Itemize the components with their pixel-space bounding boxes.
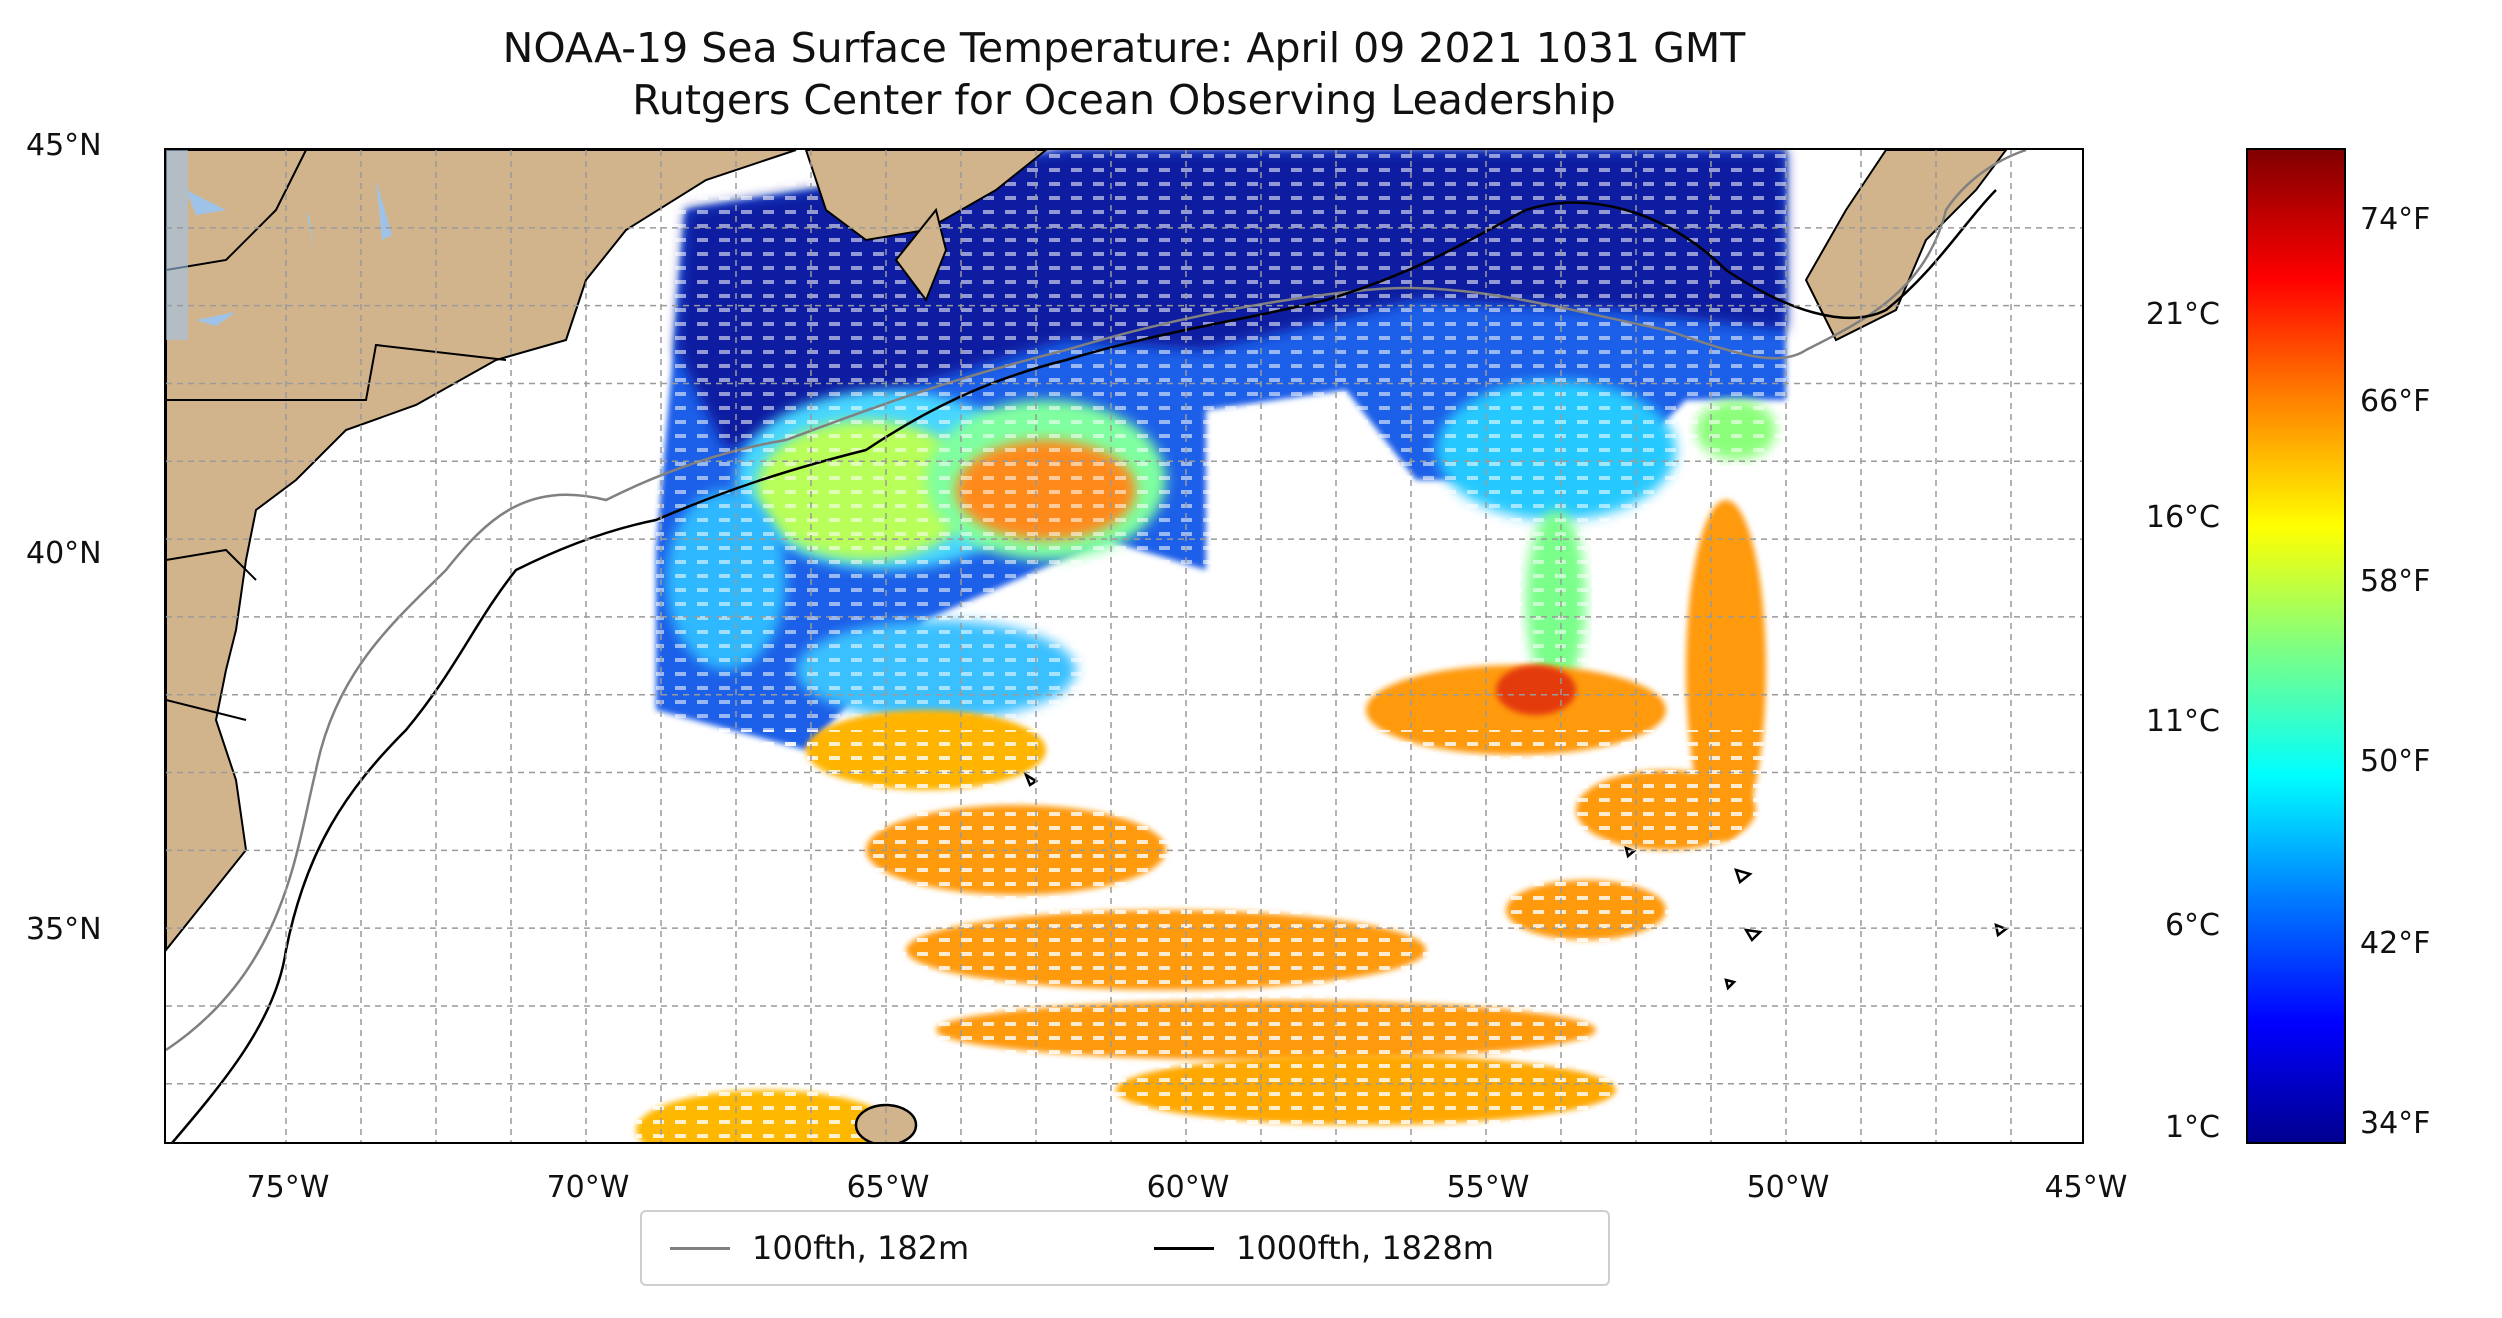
map-legend: 100fth, 182m 1000fth, 1828m — [640, 1210, 1610, 1286]
lon-tick-45w: 45°W — [2044, 1170, 2128, 1205]
lon-tick-75w: 75°W — [246, 1170, 330, 1205]
bathymetry-1000fth — [171, 189, 2009, 1142]
title-line-2: Rutgers Center for Ocean Observing Leade… — [632, 76, 1616, 124]
colorbar-tick-66f: 66°F — [2360, 384, 2431, 419]
colorbar-tick-16c: 16°C — [2145, 500, 2220, 535]
map-gridlines — [166, 150, 2082, 1142]
colorbar-tick-34f: 34°F — [2360, 1106, 2431, 1141]
colorbar-tick-42f: 42°F — [2360, 926, 2431, 961]
legend-label-1000fth: 1000fth, 1828m — [1236, 1229, 1494, 1267]
legend-label-100fth: 100fth, 182m — [752, 1229, 970, 1267]
lon-tick-50w: 50°W — [1746, 1170, 1830, 1205]
colorbar-tick-58f: 58°F — [2360, 564, 2431, 599]
sst-warm-region — [636, 500, 1786, 1142]
lat-tick-35n: 35°N — [26, 912, 102, 947]
lon-tick-55w: 55°W — [1446, 1170, 1530, 1205]
legend-swatch-1000fth — [1154, 1246, 1214, 1250]
lon-tick-70w: 70°W — [546, 1170, 630, 1205]
colorbar-tick-11c: 11°C — [2145, 704, 2220, 739]
lon-tick-60w: 60°W — [1146, 1170, 1230, 1205]
colorbar-tick-6c: 6°C — [2164, 908, 2220, 943]
lon-tick-65w: 65°W — [846, 1170, 930, 1205]
map-title: NOAA-19 Sea Surface Temperature: April 0… — [164, 22, 2084, 126]
colorbar-tick-21c: 21°C — [2145, 297, 2220, 332]
map-canvas — [166, 150, 2082, 1142]
colorbar-tick-74f: 74°F — [2360, 202, 2431, 237]
sst-map — [164, 148, 2084, 1144]
legend-swatch-100fth — [670, 1246, 730, 1250]
colorbar-tick-50f: 50°F — [2360, 744, 2431, 779]
colorbar-tick-1c: 1°C — [2164, 1110, 2220, 1145]
lat-tick-45n: 45°N — [26, 128, 102, 163]
legend-item-100fth: 100fth, 182m — [670, 1212, 969, 1284]
title-line-1: NOAA-19 Sea Surface Temperature: April 0… — [502, 24, 1746, 72]
legend-item-1000fth: 1000fth, 1828m — [1154, 1212, 1494, 1284]
sst-swath-north — [656, 150, 1786, 750]
lat-tick-40n: 40°N — [26, 536, 102, 571]
bathymetry-100fth — [166, 150, 2027, 1052]
temperature-colorbar — [2246, 148, 2346, 1144]
